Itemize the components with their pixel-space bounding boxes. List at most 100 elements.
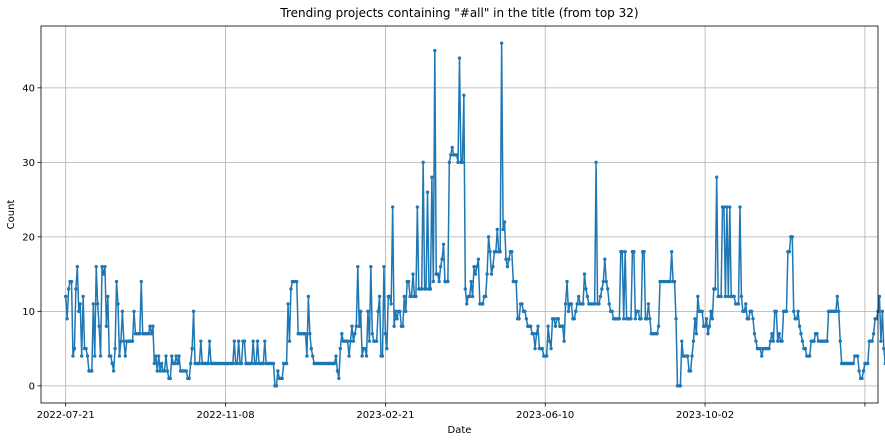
data-point (85, 354, 90, 358)
data-point (437, 279, 441, 284)
data-point (700, 309, 704, 314)
data-point (656, 324, 661, 328)
data-point (354, 324, 359, 328)
data-point (390, 205, 395, 209)
data-point (84, 346, 88, 351)
data-point (483, 294, 488, 299)
data-point (582, 272, 587, 276)
data-point (414, 294, 418, 299)
data-point (358, 309, 363, 314)
data-point (440, 257, 444, 261)
data-point (855, 354, 860, 358)
data-point (597, 302, 601, 306)
data-point (709, 309, 713, 314)
data-point (498, 250, 502, 254)
data-point (601, 279, 606, 284)
data-point (425, 190, 430, 194)
data-point (632, 250, 636, 254)
data-point (553, 324, 558, 328)
data-point (598, 294, 603, 299)
data-point (104, 324, 109, 328)
data-point (760, 354, 764, 358)
data-point (617, 317, 622, 321)
data-point (438, 264, 443, 269)
data-point (655, 332, 659, 336)
data-point (784, 309, 789, 314)
data-point (549, 346, 553, 351)
data-point (91, 302, 96, 306)
data-point (251, 339, 255, 343)
data-point (122, 339, 126, 343)
x-axis-label: Date (448, 425, 472, 436)
data-point (447, 160, 452, 165)
data-point (742, 309, 747, 314)
data-point (199, 339, 203, 343)
data-point (207, 339, 212, 343)
data-point (771, 339, 776, 343)
data-point (116, 302, 120, 306)
data-point (882, 346, 885, 351)
data-point (109, 354, 113, 358)
data-point (367, 339, 372, 343)
data-point (353, 332, 357, 336)
data-point (232, 339, 236, 343)
data-point (345, 339, 350, 343)
data-point (286, 302, 290, 306)
data-point (552, 317, 556, 321)
data-point (467, 294, 472, 299)
data-point (668, 279, 672, 284)
data-point (691, 339, 696, 343)
data-point (395, 317, 399, 321)
data-point (311, 354, 315, 358)
data-point (688, 369, 693, 373)
y-axis-label: Count (6, 200, 17, 230)
data-point (120, 309, 125, 314)
data-point (366, 309, 370, 314)
data-point (563, 302, 568, 306)
data-point (812, 339, 816, 343)
data-point (421, 160, 425, 165)
data-point (815, 332, 819, 336)
chart-title: Trending projects containing "#all" in t… (279, 6, 638, 20)
data-point (622, 317, 626, 321)
data-point (860, 376, 864, 381)
data-point (380, 354, 385, 358)
data-point (309, 346, 313, 351)
data-point (357, 324, 361, 328)
data-point (276, 369, 280, 373)
data-point (501, 227, 505, 232)
data-point (404, 309, 408, 314)
data-point (871, 332, 876, 336)
data-point (306, 294, 311, 299)
data-point (385, 346, 389, 351)
data-point (485, 272, 489, 276)
data-point (337, 376, 341, 381)
data-point (100, 264, 104, 269)
data-point (401, 324, 405, 328)
data-point (139, 279, 143, 284)
data-point (197, 361, 202, 366)
data-point (620, 250, 624, 254)
data-point (678, 384, 683, 388)
data-point (774, 309, 778, 314)
data-point (547, 339, 552, 343)
data-point (488, 250, 492, 254)
data-point (63, 294, 68, 299)
data-point (363, 346, 367, 351)
data-point (607, 302, 611, 306)
data-point (736, 302, 741, 306)
axis-ticks: 0 10 20 30 40 2022-07-21 2022-11-08 2023-02-21 2… (22, 83, 866, 421)
data-point (851, 361, 855, 366)
data-point (74, 287, 78, 291)
data-point (206, 361, 210, 366)
data-point (520, 302, 524, 306)
data-point (610, 309, 614, 314)
data-point (117, 354, 122, 358)
data-point (77, 309, 81, 314)
data-point (389, 302, 393, 306)
data-point (95, 302, 100, 306)
data-point (158, 369, 162, 373)
data-point (250, 361, 254, 366)
data-point (546, 324, 550, 328)
data-point (376, 309, 380, 314)
